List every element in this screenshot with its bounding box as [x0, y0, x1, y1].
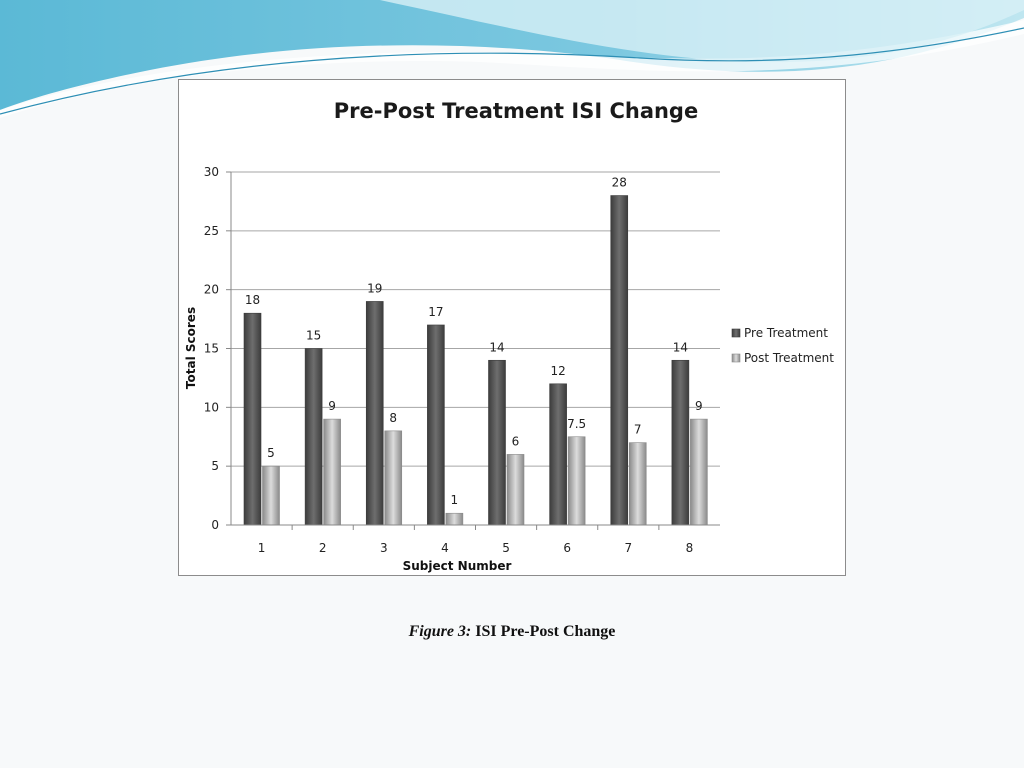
bar-pre-treatment [488, 359, 506, 526]
data-label: 12 [550, 364, 565, 378]
y-tick-label: 0 [211, 518, 219, 532]
y-tick-label: 25 [204, 224, 219, 238]
chart-title: Pre-Post Treatment ISI Change [334, 99, 698, 123]
x-axis-title: Subject Number [403, 559, 512, 573]
data-label: 9 [695, 399, 703, 413]
x-tick-label: 1 [258, 541, 266, 555]
data-label: 7.5 [567, 417, 586, 431]
y-tick-label: 15 [204, 342, 219, 356]
y-tick-label: 20 [204, 283, 219, 297]
bar-post-treatment [445, 512, 464, 526]
chart-frame: Pre-Post Treatment ISI Change 18 5 15 9 19 8 1… [178, 79, 846, 576]
data-label: 19 [367, 281, 382, 295]
legend-swatch-post [731, 353, 741, 363]
y-axis-title: Total Scores [184, 307, 198, 389]
bar-pre-treatment [365, 301, 384, 526]
data-label: 8 [389, 411, 397, 425]
data-label: 15 [306, 329, 321, 343]
data-label: 28 [612, 176, 627, 190]
data-label: 14 [489, 340, 504, 354]
bar-post-treatment [628, 442, 647, 526]
data-label: 7 [634, 423, 642, 437]
data-labels: 18 5 15 9 19 8 17 1 14 6 12 7.5 28 7 14 9 [245, 176, 703, 508]
caption-text: ISI Pre-Post Change [475, 623, 616, 640]
data-label: 17 [428, 305, 443, 319]
bar-pre-treatment [304, 348, 323, 526]
bar-post-treatment [690, 418, 708, 526]
x-tick-label: 7 [624, 541, 632, 555]
y-tick-label: 10 [204, 400, 219, 414]
data-label: 6 [512, 434, 520, 448]
background-wave-decoration [0, 0, 1024, 118]
data-label: 9 [328, 399, 336, 413]
x-tick-label: 3 [380, 541, 388, 555]
y-tick-label: 30 [204, 165, 219, 179]
data-label: 14 [673, 340, 688, 354]
legend-swatch-pre [731, 328, 741, 338]
bar-post-treatment [567, 436, 586, 526]
data-label: 1 [451, 493, 459, 507]
bar-pre-treatment [610, 195, 629, 526]
bar-post-treatment [384, 430, 403, 526]
legend: Pre Treatment Post Treatment [731, 326, 834, 365]
x-tick-label: 5 [502, 541, 510, 555]
x-tick-label: 8 [686, 541, 694, 555]
bar-pre-treatment [671, 359, 690, 526]
bar-pre-treatment [549, 383, 567, 526]
legend-label-pre: Pre Treatment [744, 326, 828, 340]
figure-caption: Figure 3: ISI Pre-Post Change [0, 623, 1024, 641]
legend-label-post: Post Treatment [744, 351, 834, 365]
x-tick-label: 2 [319, 541, 327, 555]
bar-pre-treatment [427, 324, 445, 526]
bar-post-treatment [323, 418, 341, 526]
x-tick-label: 6 [563, 541, 571, 555]
x-tick-label: 4 [441, 541, 449, 555]
y-tick-label: 5 [211, 459, 219, 473]
bar-post-treatment [506, 454, 525, 526]
gridlines [231, 171, 720, 467]
data-label: 18 [245, 293, 260, 307]
bar-pre-treatment [243, 312, 262, 526]
caption-prefix: Figure 3: [408, 623, 472, 640]
isi-bar-chart: Pre-Post Treatment ISI Change 1851591981… [184, 99, 834, 573]
bar-post-treatment [262, 465, 280, 526]
data-label: 5 [267, 446, 275, 460]
bars [243, 195, 708, 526]
